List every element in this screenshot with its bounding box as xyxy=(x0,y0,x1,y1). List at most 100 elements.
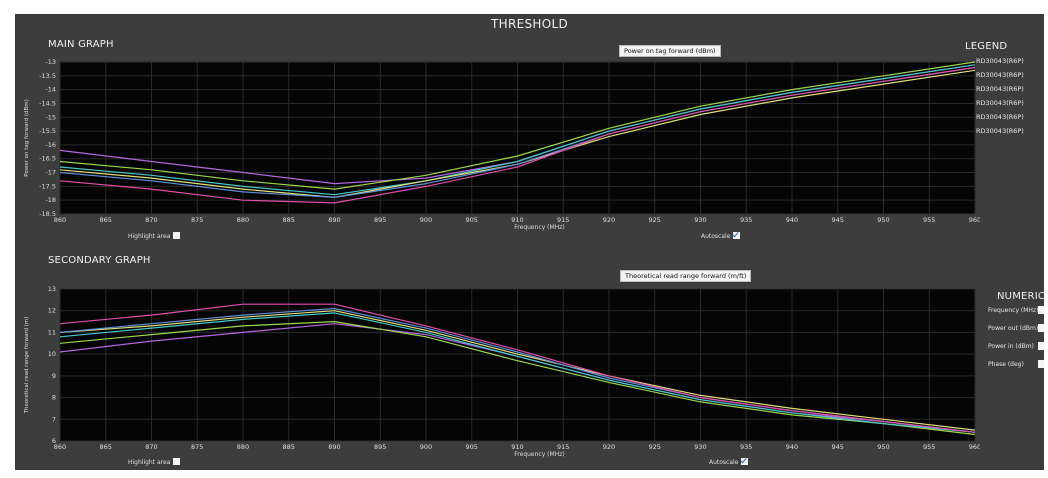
main-x-tick-label: 905 xyxy=(466,216,478,224)
main-y-tick-label: -17 xyxy=(45,169,56,177)
secondary-x-tick-label: 925 xyxy=(649,443,661,451)
main-autoscale-toggle[interactable]: Autoscale xyxy=(701,232,741,240)
secondary-graph-label: SECONDARY GRAPH xyxy=(48,255,151,266)
main-x-tick-label: 880 xyxy=(237,216,249,224)
secondary-y-tick-label: 8 xyxy=(52,394,56,402)
main-x-tick-label: 935 xyxy=(740,216,752,224)
main-y-tick-label: -15.5 xyxy=(39,127,56,135)
secondary-series-line xyxy=(59,320,976,436)
main-series-line xyxy=(59,64,976,196)
legend-item[interactable]: RD30043(R6P) xyxy=(976,71,1024,79)
secondary-y-tick-label: 9 xyxy=(52,372,56,380)
main-x-tick-label: 885 xyxy=(283,216,295,224)
main-y-tick-label: -17.5 xyxy=(39,182,56,190)
secondary-highlight-checkbox[interactable] xyxy=(173,458,181,465)
main-y-tick-label: -16 xyxy=(45,141,56,149)
secondary-x-tick-label: 920 xyxy=(603,443,615,451)
main-autoscale-checkbox[interactable] xyxy=(733,232,741,239)
main-series-line xyxy=(59,61,976,190)
main-x-tick-label: 955 xyxy=(923,216,935,224)
main-x-tick-label: 945 xyxy=(832,216,844,224)
main-highlight-checkbox[interactable] xyxy=(173,232,181,239)
main-highlight-area-toggle[interactable]: Highlight area xyxy=(128,232,181,240)
numeric-value-field[interactable] xyxy=(1038,306,1044,314)
numeric-row-label: Phase (deg) xyxy=(988,361,1024,368)
secondary-x-tick-label: 875 xyxy=(191,443,203,451)
main-y-tick-label: -14 xyxy=(45,86,56,94)
main-y-axis-label: Power on tag forward (dBm) xyxy=(24,99,30,177)
secondary-x-tick-label: 940 xyxy=(786,443,798,451)
main-y-tick-label: -16.5 xyxy=(39,155,56,163)
secondary-y-tick-label: 10 xyxy=(48,350,56,358)
secondary-x-tick-label: 890 xyxy=(328,443,340,451)
main-y-tick-label: -14.5 xyxy=(39,99,56,107)
numeric-value-field[interactable] xyxy=(1038,324,1044,332)
legend-item[interactable]: RD30043(R6P) xyxy=(976,99,1024,107)
secondary-x-tick-label: 915 xyxy=(557,443,569,451)
numeric-row-label: Power in (dBm) xyxy=(988,343,1034,350)
secondary-x-tick-label: 900 xyxy=(420,443,432,451)
secondary-autoscale-toggle[interactable]: Autoscale xyxy=(709,458,749,466)
main-graph-chart: -13 -13.5 -14 -14.5 -15 -15.5 -16 -16.5 -17 -17.5… xyxy=(24,58,980,231)
legend-item[interactable]: RD30043(R6P) xyxy=(976,127,1024,135)
secondary-series-line xyxy=(59,303,976,433)
legend-item[interactable]: RD30043(R6P) xyxy=(976,57,1024,65)
main-x-tick-label: 925 xyxy=(649,216,661,224)
main-x-tick-label: 860 xyxy=(54,216,66,224)
main-y-tick-label: -13 xyxy=(45,58,56,66)
threshold-window: THRESHOLD MAIN GRAPH Power on tag forwar… xyxy=(15,14,1044,470)
main-x-tick-label: 920 xyxy=(603,216,615,224)
main-y-tick-label: -18 xyxy=(45,196,56,204)
secondary-x-tick-label: 885 xyxy=(283,443,295,451)
main-series-line xyxy=(59,66,976,204)
secondary-x-tick-label: 895 xyxy=(374,443,386,451)
numeric-value-field[interactable] xyxy=(1038,342,1044,350)
secondary-y-tick-label: 13 xyxy=(48,285,56,293)
secondary-x-axis-label: Frequency (MHz) xyxy=(514,451,564,458)
secondary-x-tick-label: 870 xyxy=(145,443,157,451)
secondary-x-tick-label: 865 xyxy=(100,443,112,451)
secondary-y-tick-label: 6 xyxy=(52,437,56,445)
secondary-x-tick-label: 960 xyxy=(969,443,980,451)
secondary-x-tick-label: 935 xyxy=(740,443,752,451)
legend-item[interactable]: RD30043(R6P) xyxy=(976,113,1024,121)
secondary-x-tick-label: 910 xyxy=(511,443,523,451)
secondary-y-tick-label: 12 xyxy=(48,307,56,315)
legend-item[interactable]: RD30043(R6P) xyxy=(976,85,1024,93)
secondary-x-tick-label: 950 xyxy=(877,443,889,451)
numeric-row-label: Frequency (MHz) xyxy=(988,307,1039,314)
main-x-axis-label: Frequency (MHz) xyxy=(514,224,564,231)
main-autoscale-label: Autoscale xyxy=(701,233,731,240)
secondary-highlight-area-toggle[interactable]: Highlight area xyxy=(128,458,181,466)
main-graph-label: MAIN GRAPH xyxy=(48,39,114,50)
main-x-tick-label: 875 xyxy=(191,216,203,224)
secondary-x-tick-label: 880 xyxy=(237,443,249,451)
main-x-tick-label: 940 xyxy=(786,216,798,224)
secondary-y-axis-label: Theoretical read range forward (m) xyxy=(24,317,30,415)
main-x-tick-label: 895 xyxy=(374,216,386,224)
main-x-tick-label: 890 xyxy=(328,216,340,224)
numeric-row-label: Power out (dBm) xyxy=(988,325,1039,332)
secondary-x-tick-label: 905 xyxy=(466,443,478,451)
secondary-metric-selector[interactable]: Theoretical read range forward (m/ft) xyxy=(620,270,752,282)
main-x-tick-label: 915 xyxy=(557,216,569,224)
main-y-tick-label: -18.5 xyxy=(39,210,56,218)
main-x-tick-label: 950 xyxy=(877,216,889,224)
main-x-tick-label: 960 xyxy=(969,216,980,224)
numeric-value-field[interactable] xyxy=(1038,360,1044,368)
numeric-data-title: NUMERIC D xyxy=(997,291,1044,302)
main-y-tick-label: -15 xyxy=(45,113,56,121)
secondary-x-tick-label: 955 xyxy=(923,443,935,451)
secondary-x-tick-label: 930 xyxy=(694,443,706,451)
main-highlight-label: Highlight area xyxy=(128,233,171,240)
secondary-x-tick-label: 860 xyxy=(54,443,66,451)
numeric-data-list: Frequency (MHz) Power out (dBm) Power in (… xyxy=(988,306,1044,387)
secondary-y-tick-label: 11 xyxy=(48,328,56,336)
secondary-autoscale-checkbox[interactable] xyxy=(741,458,749,465)
secondary-y-tick-label: 7 xyxy=(52,415,56,423)
secondary-highlight-label: Highlight area xyxy=(128,459,171,466)
main-x-tick-label: 865 xyxy=(100,216,112,224)
main-metric-selector[interactable]: Power on tag forward (dBm) xyxy=(619,45,721,57)
main-x-tick-label: 870 xyxy=(145,216,157,224)
